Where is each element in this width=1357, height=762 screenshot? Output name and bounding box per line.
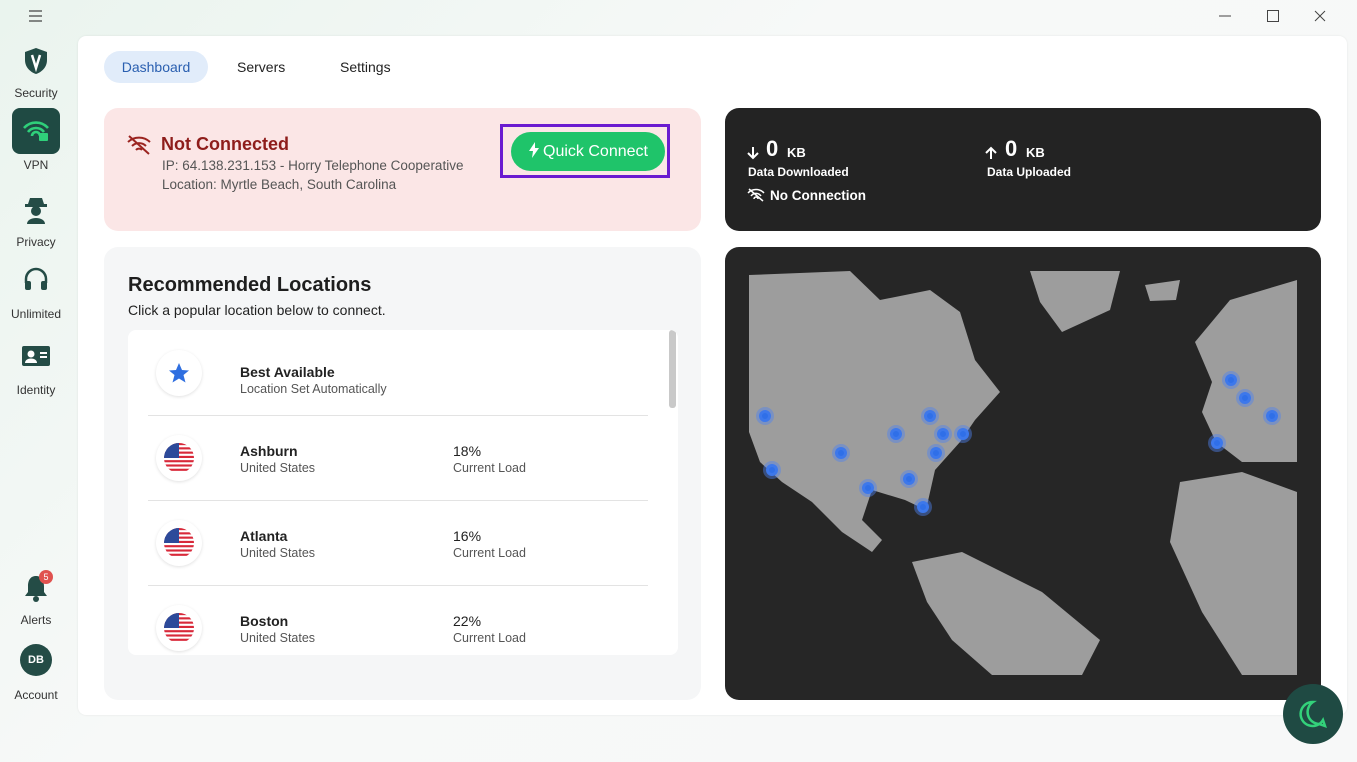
stats-card: 0 KB Data Downloaded 0 KB Data Uploaded … xyxy=(725,108,1321,231)
location-load: 16% xyxy=(453,528,482,544)
quick-connect-button[interactable]: Quick Connect xyxy=(511,132,665,171)
upload-value: 0 xyxy=(1005,136,1018,161)
recommended-card: Recommended Locations Click a popular lo… xyxy=(104,247,701,700)
location-load: 18% xyxy=(453,443,482,459)
chat-button[interactable] xyxy=(1283,684,1343,744)
account-avatar[interactable]: DB xyxy=(20,644,52,676)
tab[interactable]: Servers xyxy=(237,59,286,75)
load-label: Current Load xyxy=(453,461,526,475)
button-label[interactable]: Quick Connect xyxy=(543,143,648,160)
nav-label[interactable]: Identity xyxy=(16,383,56,397)
load-label: Current Load xyxy=(453,546,526,560)
us-flag xyxy=(156,605,202,651)
section-title: Recommended Locations xyxy=(128,274,372,296)
download-unit: KB xyxy=(787,145,806,160)
nav-label[interactable]: VPN xyxy=(23,158,49,172)
location-list: Best Available Location Set Automaticall… xyxy=(128,330,678,655)
load-label: Current Load xyxy=(453,631,526,645)
focus-highlight xyxy=(500,124,670,178)
location-detail: United States xyxy=(240,631,316,645)
window-controls[interactable] xyxy=(1210,6,1340,26)
location-name: Boston xyxy=(240,613,289,629)
us-flag xyxy=(156,435,202,481)
map-card xyxy=(725,247,1321,700)
nav-label[interactable]: Privacy xyxy=(16,235,56,249)
location-name: Ashburn xyxy=(240,443,298,459)
alerts-badge: 5 xyxy=(43,572,49,582)
nav-label[interactable]: Unlimited xyxy=(10,307,61,321)
privacy-icon[interactable] xyxy=(12,186,60,232)
identity-icon[interactable] xyxy=(12,333,60,379)
no-wifi-icon xyxy=(747,188,765,202)
status-card: Not Connected IP: 64.138.231.153 - Horry… xyxy=(104,108,701,231)
ip-info: IP: 64.138.231.153 - Horry Telephone Coo… xyxy=(162,158,464,173)
location-detail: Location Set Automatically xyxy=(240,382,387,396)
nav-label[interactable]: Account xyxy=(14,688,58,702)
tab[interactable]: Settings xyxy=(340,59,391,75)
nav-label[interactable]: Security xyxy=(14,86,58,100)
nav-label[interactable]: Alerts xyxy=(20,613,52,627)
scrollbar[interactable] xyxy=(669,330,676,408)
unlimited-icon[interactable] xyxy=(12,258,60,304)
no-wifi-icon xyxy=(127,135,151,155)
location-name: Atlanta xyxy=(240,528,288,544)
up-arrow xyxy=(985,146,997,159)
status-title: Not Connected xyxy=(161,134,289,154)
security-icon[interactable] xyxy=(12,38,60,84)
star-icon xyxy=(156,350,202,396)
us-flag xyxy=(156,520,202,566)
location-row[interactable]: Atlanta United States 16% Current Load xyxy=(148,500,648,586)
location-row[interactable]: Best Available Location Set Automaticall… xyxy=(148,330,648,416)
down-arrow xyxy=(747,147,759,160)
world-map xyxy=(749,271,1297,675)
download-label: Data Downloaded xyxy=(748,165,849,179)
vpn-icon[interactable] xyxy=(12,108,60,154)
upload-label: Data Uploaded xyxy=(987,165,1072,179)
section-subtitle: Click a popular location below to connec… xyxy=(128,302,386,318)
alerts-icon[interactable] xyxy=(22,570,56,604)
connection-status: No Connection xyxy=(770,188,866,203)
location-row[interactable]: Boston United States 22% Current Load xyxy=(148,585,648,655)
download-value: 0 xyxy=(766,136,779,161)
location-row[interactable]: Ashburn United States 18% Current Load xyxy=(148,415,648,501)
location-name: Best Available xyxy=(240,364,335,380)
location-detail: United States xyxy=(240,546,316,560)
location-load: 22% xyxy=(453,613,482,629)
menu-button[interactable] xyxy=(28,9,44,23)
location-detail: United States xyxy=(240,461,316,475)
upload-unit: KB xyxy=(1026,145,1045,160)
tab-active[interactable]: Dashboard xyxy=(104,51,208,83)
location-info: Location: Myrtle Beach, South Carolina xyxy=(162,177,397,192)
